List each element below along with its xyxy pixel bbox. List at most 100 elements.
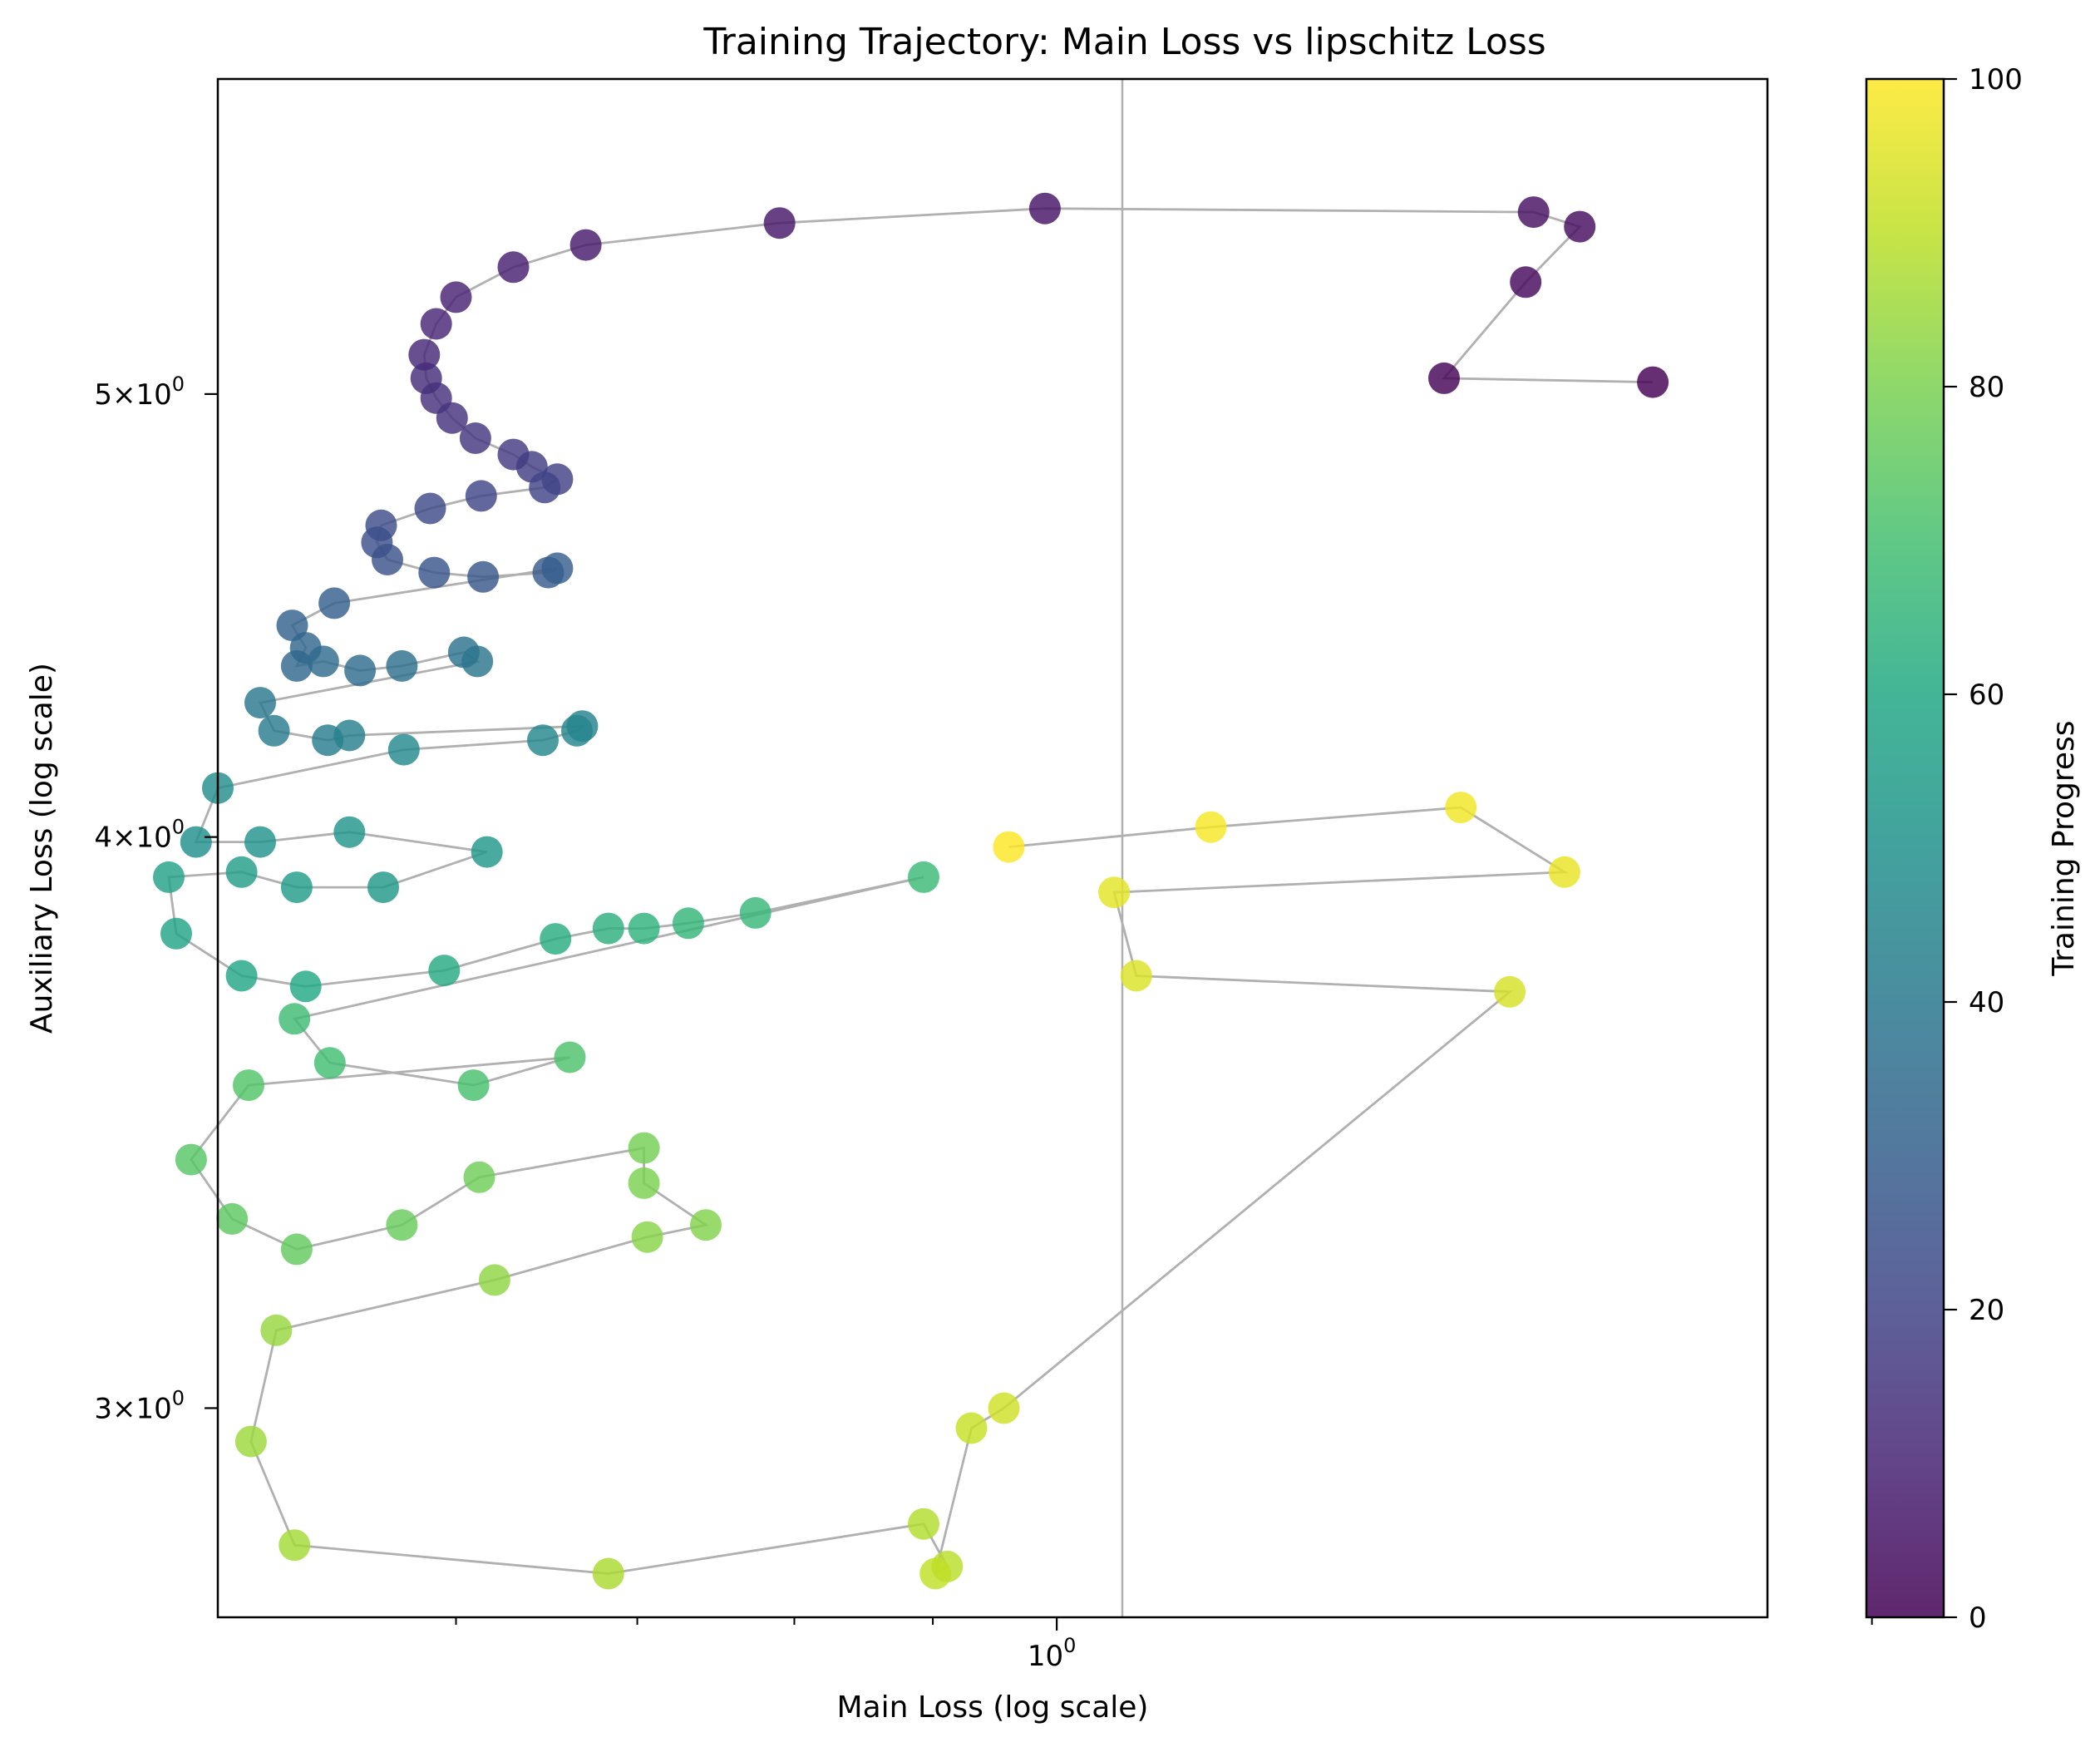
data-point: [592, 912, 624, 945]
data-point: [1494, 975, 1526, 1008]
data-point: [628, 912, 660, 945]
data-point: [471, 836, 503, 868]
data-point: [216, 1202, 249, 1235]
data-point: [1098, 876, 1131, 909]
data-point: [988, 1392, 1020, 1424]
colorbar: 0 20 40 60 80 100 Training Progress: [1865, 63, 2081, 1635]
y-tick-label: 5×100: [94, 373, 185, 412]
data-point: [527, 724, 559, 757]
scatter-points: [153, 192, 1669, 1590]
data-point: [1517, 196, 1550, 229]
data-point: [318, 587, 351, 619]
data-point: [234, 1425, 267, 1458]
data-point: [1445, 792, 1477, 824]
data-point: [344, 654, 377, 687]
data-point: [225, 856, 258, 888]
data-point: [461, 645, 494, 678]
data-point: [440, 281, 472, 313]
data-point: [289, 970, 322, 1003]
data-point: [463, 1161, 495, 1193]
data-point: [280, 649, 313, 682]
data-point: [919, 1557, 952, 1590]
x-ticks: 100: [455, 1617, 1873, 1673]
data-point: [160, 917, 192, 950]
data-point: [279, 1003, 311, 1035]
data-point: [631, 1221, 663, 1253]
data-point: [280, 1233, 313, 1266]
data-point: [313, 1047, 346, 1079]
data-point: [457, 1069, 490, 1102]
data-point: [1564, 210, 1596, 243]
plot-frame: [216, 77, 1769, 1619]
data-point: [1428, 362, 1460, 394]
data-point: [908, 861, 939, 893]
data-point: [465, 480, 497, 512]
data-point: [428, 955, 461, 987]
data-point: [459, 422, 491, 454]
data-point: [280, 871, 313, 904]
data-point: [1195, 811, 1227, 843]
y-axis-label: Auxiliary Loss (log scale): [25, 663, 59, 1034]
data-point: [592, 1557, 624, 1590]
data-point: [1548, 856, 1580, 888]
plot-area: 100 3×100 4×100 5×100: [94, 77, 1873, 1673]
data-point: [540, 923, 572, 955]
data-point: [180, 826, 212, 858]
data-point: [569, 229, 602, 261]
data-point: [467, 560, 500, 593]
data-point: [1120, 960, 1152, 992]
colorbar-tick-label: 100: [1969, 63, 2023, 96]
chart-title: Training Trajectory: Main Loss vs lipsch…: [702, 21, 1545, 63]
data-point: [244, 826, 276, 858]
colorbar-tick-label: 40: [1969, 986, 2004, 1019]
data-point: [233, 1069, 264, 1102]
data-point: [225, 960, 258, 992]
data-point: [307, 645, 339, 678]
data-point: [279, 1529, 311, 1562]
data-point: [529, 471, 561, 504]
data-point: [367, 871, 399, 904]
data-point: [478, 1264, 510, 1296]
data-point: [372, 544, 403, 575]
data-point: [175, 1143, 207, 1176]
data-point: [436, 402, 468, 434]
colorbar-tick-label: 60: [1969, 679, 2004, 712]
data-point: [908, 1508, 939, 1540]
colorbar-ticks: 0 20 40 60 80 100: [1944, 63, 2023, 1635]
data-point: [561, 714, 593, 747]
data-point: [497, 251, 530, 284]
data-point: [763, 207, 796, 239]
data-point: [244, 687, 276, 719]
data-point: [628, 1167, 660, 1199]
y-tick-label: 3×100: [94, 1386, 185, 1425]
x-tick-label: 100: [1028, 1634, 1077, 1673]
data-point: [1637, 366, 1669, 398]
data-point: [386, 649, 418, 682]
y-tick-label: 4×100: [94, 816, 185, 855]
data-point: [386, 1209, 418, 1241]
data-point: [672, 907, 704, 940]
data-point: [258, 714, 290, 747]
data-point: [1028, 192, 1061, 225]
data-point: [414, 492, 446, 525]
data-point: [387, 733, 420, 766]
colorbar-tick-label: 20: [1969, 1294, 2004, 1327]
colorbar-frame: [1865, 77, 1945, 1619]
data-point: [955, 1412, 988, 1444]
colorbar-tick-label: 80: [1969, 371, 2004, 404]
data-point: [993, 831, 1025, 863]
data-point: [420, 308, 452, 340]
data-point: [1510, 266, 1542, 299]
data-point: [628, 1132, 660, 1164]
colorbar-label: Training Progress: [2047, 720, 2081, 976]
data-point: [690, 1209, 722, 1241]
x-axis-label: Main Loss (log scale): [837, 1690, 1149, 1725]
data-point: [333, 816, 366, 848]
data-point: [408, 338, 441, 371]
data-point: [541, 552, 574, 585]
data-point: [260, 1314, 293, 1346]
data-point: [153, 861, 185, 893]
colorbar-gradient: [1866, 79, 1944, 1617]
data-point: [739, 896, 771, 929]
